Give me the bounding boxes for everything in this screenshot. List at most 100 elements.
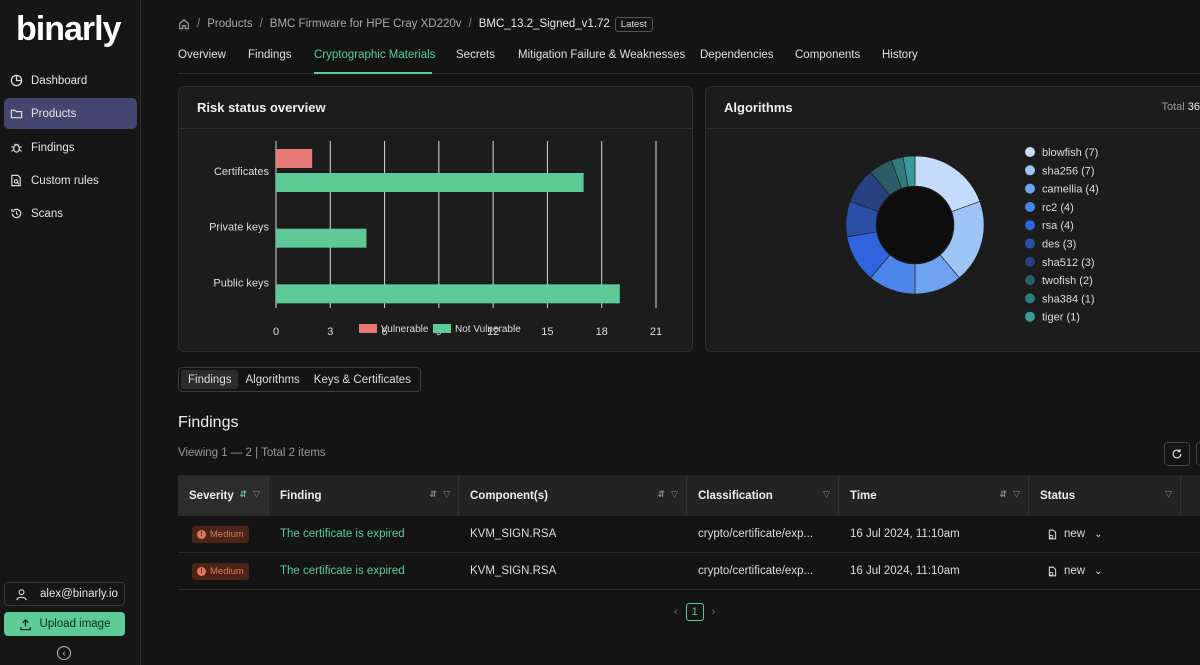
active-tab-indicator bbox=[314, 72, 432, 74]
bar-not-vulnerable[interactable] bbox=[276, 173, 584, 192]
legend-label[interactable]: des (3) bbox=[1042, 239, 1076, 251]
tab-dependencies[interactable]: Dependencies bbox=[700, 49, 774, 61]
tab-mitigation-failure[interactable]: Mitigation Failure & Weaknesses bbox=[518, 49, 686, 61]
sidebar-item-products[interactable]: Products bbox=[4, 98, 137, 129]
legend-swatch bbox=[1025, 275, 1035, 286]
tab-secrets[interactable]: Secrets bbox=[456, 49, 495, 61]
sort-icon[interactable]: ⇵ bbox=[999, 489, 1008, 499]
segment-algorithms[interactable]: Algorithms bbox=[245, 373, 300, 386]
column-finding[interactable]: Finding ⇵ ▽ bbox=[269, 475, 459, 516]
sort-icon[interactable]: ⇵ bbox=[239, 489, 248, 499]
tab-cryptographic-materials[interactable]: Cryptographic Materials bbox=[314, 49, 436, 61]
table-row[interactable]: ! Medium The certificate is expired KVM_S… bbox=[178, 553, 1200, 590]
legend-swatch bbox=[359, 324, 377, 333]
table-settings-button[interactable] bbox=[1196, 442, 1200, 466]
column-classification[interactable]: Classification ▽ bbox=[687, 475, 839, 516]
refresh-button[interactable] bbox=[1164, 442, 1190, 466]
app-logo[interactable]: binarly bbox=[16, 10, 121, 48]
sidebar-item-label: Custom rules bbox=[31, 174, 99, 187]
finding-link[interactable]: The certificate is expired bbox=[280, 565, 405, 577]
home-icon[interactable] bbox=[178, 18, 190, 30]
sidebar-item-label: Findings bbox=[31, 141, 75, 154]
tab-components[interactable]: Components bbox=[795, 49, 861, 61]
tab-history[interactable]: History bbox=[882, 49, 918, 61]
sidebar-item-label: Scans bbox=[31, 207, 63, 220]
table-row[interactable]: ! Medium The certificate is expired KVM_S… bbox=[178, 516, 1200, 553]
pagination: ‹ 1 › bbox=[674, 603, 715, 621]
legend-label[interactable]: Vulnerable bbox=[381, 324, 429, 335]
filter-icon[interactable]: ▽ bbox=[1165, 489, 1172, 499]
breadcrumb-current: BMC_13.2_Signed_v1.72 bbox=[478, 18, 610, 30]
bar-vulnerable[interactable] bbox=[276, 149, 313, 168]
sidebar-item-findings[interactable]: Findings bbox=[4, 132, 137, 163]
breadcrumb-products[interactable]: Products bbox=[207, 18, 253, 30]
category-label: Private keys bbox=[209, 222, 269, 234]
legend-label[interactable]: sha384 (1) bbox=[1042, 293, 1095, 305]
sidebar-item-dashboard[interactable]: Dashboard bbox=[4, 65, 137, 96]
breadcrumb-separator: / bbox=[468, 18, 472, 30]
column-components[interactable]: Component(s) ⇵ ▽ bbox=[459, 475, 687, 516]
column-label: Component(s) bbox=[470, 489, 548, 502]
user-menu-button[interactable]: alex@binarly.io bbox=[4, 582, 125, 606]
sidebar-item-scans[interactable]: Scans bbox=[4, 198, 137, 229]
segment-findings[interactable]: Findings bbox=[181, 370, 239, 389]
legend-label[interactable]: tiger (1) bbox=[1042, 312, 1080, 324]
legend-label[interactable]: rsa (4) bbox=[1042, 220, 1074, 232]
component-cell: KVM_SIGN.RSA bbox=[470, 565, 557, 577]
algorithms-card-title: Algorithms bbox=[706, 87, 1200, 129]
x-tick-label: 0 bbox=[273, 326, 279, 338]
sidebar-item-custom-rules[interactable]: Custom rules bbox=[4, 165, 137, 196]
column-label: Severity bbox=[189, 489, 234, 502]
finding-link[interactable]: The certificate is expired bbox=[280, 528, 405, 540]
sort-icon[interactable]: ⇵ bbox=[657, 489, 666, 499]
prev-page-icon[interactable]: ‹ bbox=[674, 606, 678, 618]
refresh-icon bbox=[1172, 449, 1182, 459]
column-status[interactable]: Status ▽ bbox=[1029, 475, 1181, 516]
filter-icon[interactable]: ▽ bbox=[1013, 489, 1020, 499]
breadcrumb-product-name[interactable]: BMC Firmware for HPE Cray XD220v bbox=[269, 18, 462, 30]
user-email: alex@binarly.io bbox=[40, 588, 118, 600]
upload-image-button[interactable]: Upload image bbox=[4, 612, 125, 636]
legend-swatch bbox=[1025, 311, 1035, 322]
legend-label[interactable]: sha256 (7) bbox=[1042, 165, 1095, 177]
status-dropdown[interactable]: new ⌄ bbox=[1029, 516, 1181, 552]
bar-not-vulnerable[interactable] bbox=[276, 228, 367, 248]
next-page-icon[interactable]: › bbox=[711, 606, 716, 618]
filter-icon[interactable]: ▽ bbox=[823, 489, 830, 499]
algorithms-card: Algorithms Total 36 blowfish (7) sha256 (… bbox=[705, 86, 1200, 352]
legend-swatch bbox=[1025, 183, 1035, 194]
severity-cell: ! Medium bbox=[178, 516, 269, 552]
breadcrumb-separator: / bbox=[197, 18, 201, 30]
algorithms-donut-chart: blowfish (7) sha256 (7) camellia (4) rc2 (4… bbox=[845, 147, 1099, 324]
bar-not-vulnerable[interactable] bbox=[276, 284, 620, 304]
filter-icon[interactable]: ▽ bbox=[443, 489, 450, 499]
column-severity[interactable]: Severity ⇵ ▽ bbox=[178, 475, 269, 516]
status-label: new bbox=[1064, 528, 1086, 540]
legend-label[interactable]: Not Vulnerable bbox=[455, 324, 521, 335]
filter-icon[interactable]: ▽ bbox=[671, 489, 678, 499]
legend-swatch bbox=[1025, 238, 1035, 249]
collapse-sidebar-icon[interactable]: ‹ bbox=[57, 646, 71, 660]
page-number[interactable]: 1 bbox=[685, 603, 704, 621]
upload-icon bbox=[19, 618, 32, 631]
findings-section-title: Findings bbox=[178, 414, 239, 431]
segment-keys-certificates[interactable]: Keys & Certificates bbox=[313, 373, 411, 386]
tab-overview[interactable]: Overview bbox=[178, 49, 226, 61]
classification-cell: crypto/certificate/exp... bbox=[698, 565, 814, 577]
slice-tiger[interactable] bbox=[902, 155, 916, 187]
filter-icon[interactable]: ▽ bbox=[253, 489, 260, 499]
status-dropdown[interactable]: new ⌄ bbox=[1029, 553, 1181, 589]
viewing-count: Viewing 1 — 2 | Total 2 items bbox=[178, 447, 326, 459]
sort-icon[interactable]: ⇵ bbox=[429, 489, 438, 499]
legend-label[interactable]: blowfish (7) bbox=[1042, 147, 1098, 159]
tab-findings[interactable]: Findings bbox=[248, 49, 292, 61]
history-icon bbox=[10, 207, 23, 220]
legend-label[interactable]: twofish (2) bbox=[1042, 275, 1093, 287]
legend-label[interactable]: camellia (4) bbox=[1042, 184, 1099, 196]
warning-icon: ! bbox=[197, 529, 206, 539]
column-time[interactable]: Time ⇵ ▽ bbox=[839, 475, 1029, 516]
legend-label[interactable]: sha512 (3) bbox=[1042, 257, 1095, 269]
time-cell: 16 Jul 2024, 11:10am bbox=[850, 528, 960, 540]
legend-label[interactable]: rc2 (4) bbox=[1042, 202, 1074, 214]
upload-image-label: Upload image bbox=[39, 618, 111, 630]
